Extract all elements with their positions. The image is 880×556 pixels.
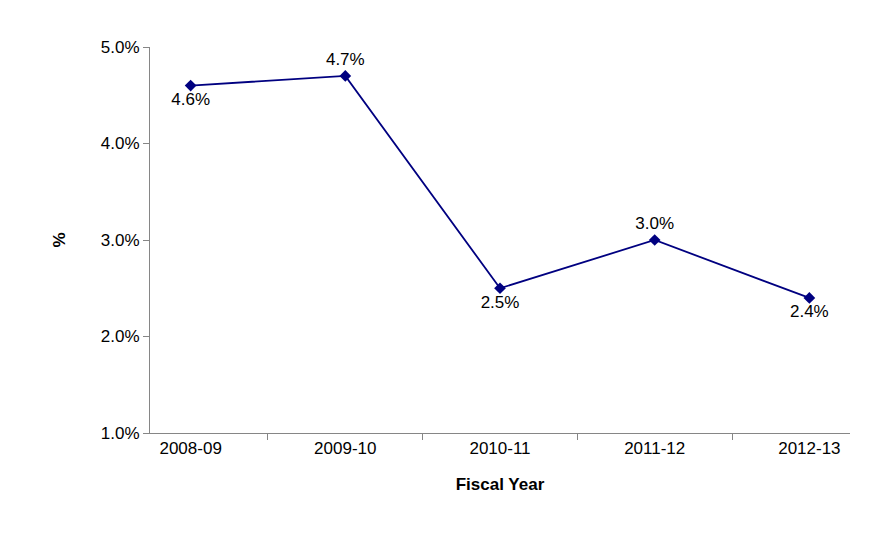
svg-text:2009-10: 2009-10: [314, 439, 376, 458]
svg-text:2012-13: 2012-13: [778, 439, 840, 458]
svg-text:Fiscal Year: Fiscal Year: [456, 475, 545, 494]
svg-text:3.0%: 3.0%: [101, 231, 140, 250]
svg-text:4.6%: 4.6%: [171, 90, 210, 109]
svg-text:4.7%: 4.7%: [326, 50, 365, 69]
svg-text:1.0%: 1.0%: [101, 424, 140, 443]
svg-text:2011-12: 2011-12: [624, 439, 685, 458]
svg-text:2.4%: 2.4%: [790, 302, 829, 321]
svg-text:2008-09: 2008-09: [159, 439, 221, 458]
svg-text:4.0%: 4.0%: [101, 134, 140, 153]
svg-text:2010-11: 2010-11: [469, 439, 530, 458]
svg-text:2.5%: 2.5%: [481, 293, 520, 312]
svg-text:2.0%: 2.0%: [101, 327, 140, 346]
svg-text:3.0%: 3.0%: [635, 214, 674, 233]
svg-text:%: %: [50, 232, 69, 247]
svg-text:5.0%: 5.0%: [101, 38, 140, 57]
